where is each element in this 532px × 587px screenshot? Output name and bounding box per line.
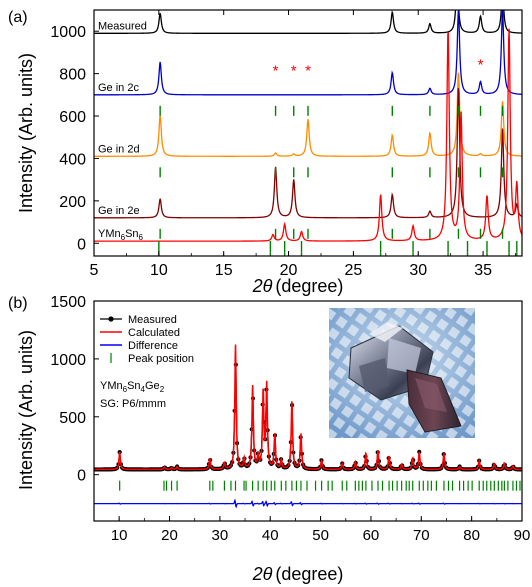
legend-entry-peak-position: Peak position xyxy=(110,353,194,365)
series-line-difference xyxy=(94,498,522,509)
x-tick-label: 10 xyxy=(150,262,168,279)
space-group: SG: P6/mmm xyxy=(100,398,166,410)
x-tick-label: 40 xyxy=(262,527,279,544)
x-tick-label: 5 xyxy=(90,262,99,279)
x-tick-label: 20 xyxy=(161,527,178,544)
y-tick-label: 1500 xyxy=(50,294,86,311)
panel-a-y-axis-title: Intensity (Arb. units) xyxy=(16,53,36,213)
x-tick-label: 20 xyxy=(280,262,298,279)
panel-a-series-labels: Measured Ge in 2c Ge in 2d Ge in 2e YMn6Sn6 xyxy=(98,20,147,242)
panel-a-label: (a) xyxy=(8,9,28,26)
panel-a-impurity-markers: * * * * xyxy=(273,56,484,79)
series-line-ge-in-2d xyxy=(94,72,522,157)
x-tick-label: 10 xyxy=(111,527,128,544)
legend-entry-calculated: Calculated xyxy=(100,327,180,339)
y-tick-label: 1000 xyxy=(50,24,86,41)
impurity-marker: * xyxy=(273,63,279,80)
x-tick-label: 50 xyxy=(312,527,329,544)
x-tick-label: 35 xyxy=(474,262,492,279)
y-tick-label: 600 xyxy=(59,109,86,126)
legend-label-peak-position: Peak position xyxy=(128,353,194,365)
series-label-ymn-sn: YMn6Sn6 xyxy=(98,228,144,242)
impurity-marker: * xyxy=(291,63,297,80)
x-tick-label: 70 xyxy=(413,527,430,544)
series-line-ge-in-2e xyxy=(94,88,522,219)
panel-b-x-axis-title: 2θ (degree) xyxy=(252,564,344,584)
impurity-marker: * xyxy=(478,56,484,73)
series-label-ge-in-2e: Ge in 2e xyxy=(98,205,140,217)
x-tick-label: 60 xyxy=(363,527,380,544)
series-label-ge-in-2d: Ge in 2d xyxy=(98,143,140,155)
series-line-calculated xyxy=(94,344,522,471)
x-tick-label: 30 xyxy=(212,527,229,544)
panel-a-x-axis-title: 2θ (degree) xyxy=(252,276,344,296)
panel-b-axes: 10 20 30 40 50 60 70 80 90 0 500 1000 1500 xyxy=(50,294,530,544)
x-tick-label: 90 xyxy=(514,527,531,544)
panel-b-label: (b) xyxy=(8,295,28,312)
panel-a-reflection-ticks xyxy=(158,105,518,256)
y-tick-label: 400 xyxy=(59,151,86,168)
y-tick-label: 500 xyxy=(59,410,86,427)
y-tick-label: 0 xyxy=(77,468,86,485)
panel-b-frame xyxy=(93,300,523,522)
y-tick-label: 200 xyxy=(59,194,86,211)
panel-a-frame xyxy=(93,9,523,257)
legend-label-difference: Difference xyxy=(128,340,178,352)
legend-entry-measured: Measured xyxy=(100,314,177,326)
y-tick-label: 800 xyxy=(59,67,86,84)
legend-entry-difference: Difference xyxy=(100,340,178,352)
panel-a-plot-area xyxy=(94,10,522,242)
legend-label-calculated: Calculated xyxy=(128,327,180,339)
series-line-measured xyxy=(94,10,522,34)
series-line-ge-in-2c xyxy=(94,10,522,96)
legend-label-measured: Measured xyxy=(128,314,177,326)
panel-a-axes: 5 10 15 20 25 30 35 0 200 400 600 800 1000 xyxy=(50,10,516,279)
x-tick-label: 80 xyxy=(463,527,480,544)
crystal-photo xyxy=(329,308,475,438)
panel-b-legend: Measured Calculated Difference Peak posi… xyxy=(100,314,194,365)
compound-formula: YMn6Sn4Ge2 xyxy=(100,380,165,394)
x-tick-label: 30 xyxy=(409,262,427,279)
panel-b-y-axis-title: Intensity (Arb. units) xyxy=(16,330,36,490)
y-tick-label: 1000 xyxy=(50,352,86,369)
series-line-ymn-sn xyxy=(94,28,522,242)
panel-b-plot-area xyxy=(94,344,522,509)
series-label-ge-in-2c: Ge in 2c xyxy=(98,82,139,94)
x-tick-label: 25 xyxy=(344,262,362,279)
peak-positions xyxy=(119,480,521,491)
impurity-marker: * xyxy=(305,63,311,80)
x-tick-label: 15 xyxy=(215,262,233,279)
series-label-measured: Measured xyxy=(98,20,147,32)
y-tick-label: 0 xyxy=(77,236,86,253)
